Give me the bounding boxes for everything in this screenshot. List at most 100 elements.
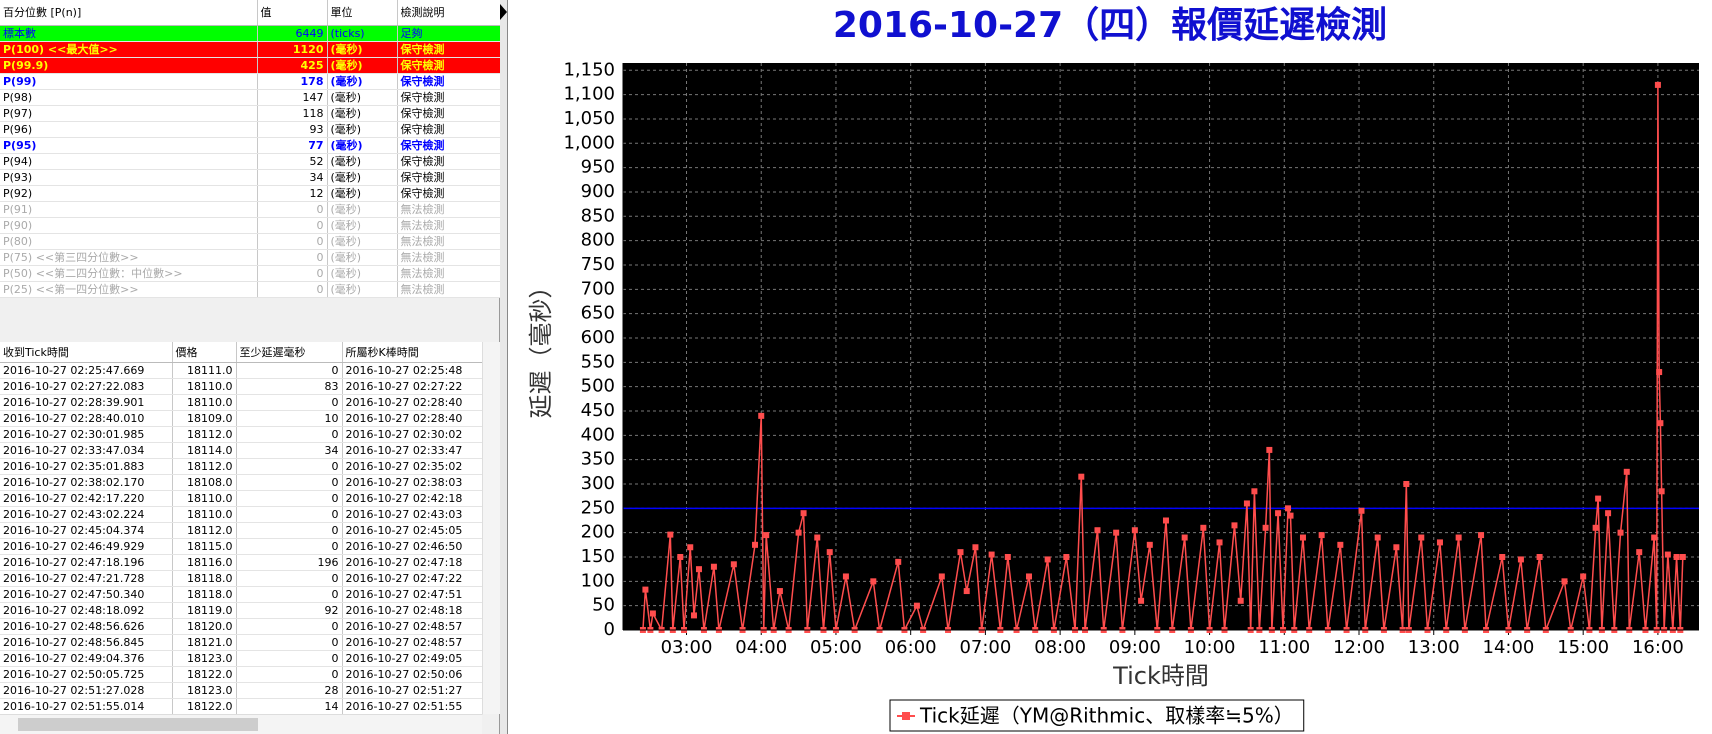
table-row: 2016-10-27 02:48:56.626 18120.0 0 2016-10-2…: [0, 618, 483, 635]
table-cell: 2016-10-27 02:28:40: [342, 410, 483, 427]
data-point: [1405, 627, 1412, 633]
data-point: [1658, 488, 1665, 495]
y-tick-label: 700: [581, 278, 615, 299]
legend: Tick延遲（YM@Rithmic、取樣率≒5%）: [889, 699, 1305, 732]
data-point: [1063, 553, 1070, 560]
data-point: [870, 578, 877, 585]
data-point: [1656, 369, 1663, 376]
table-cell: 6449: [257, 25, 328, 42]
data-point: [1617, 529, 1624, 536]
table-cell: 18119.0: [172, 602, 237, 619]
table-row: P(91) 0 (毫秒) 無法檢測: [0, 201, 501, 218]
chart-title: 2016-10-27（四）報價延遲檢測: [833, 4, 1387, 46]
splitter[interactable]: [500, 0, 508, 734]
data-point: [1113, 529, 1120, 536]
table-cell: 2016-10-27 02:38:02.170: [0, 474, 173, 491]
table-cell: 2016-10-27 02:25:47.669: [0, 362, 173, 379]
table-cell: 2016-10-27 02:30:01.985: [0, 426, 173, 443]
y-tick-label: 500: [581, 376, 615, 397]
table-cell: (ticks): [327, 25, 398, 42]
data-point: [1677, 627, 1684, 633]
table-cell: 0: [257, 249, 328, 266]
table-cell: 標本數: [0, 25, 258, 42]
x-axis-title: Tick時間: [1112, 662, 1209, 690]
table-cell: P(98): [0, 89, 258, 106]
data-point: [1181, 534, 1188, 541]
table-cell: 425: [257, 57, 328, 74]
data-point: [1119, 627, 1126, 633]
table-cell: 0: [236, 506, 343, 523]
table-cell: 0: [236, 458, 343, 475]
table-row: 2016-10-27 02:30:01.985 18112.0 0 2016-10-2…: [0, 426, 483, 443]
vertical-scrollbar[interactable]: [482, 342, 500, 714]
data-point: [760, 627, 767, 633]
table-cell: P(94): [0, 153, 258, 170]
data-point: [1524, 627, 1531, 633]
table-cell: 2016-10-27 02:28:40.010: [0, 410, 173, 427]
table-cell: (毫秒): [327, 89, 398, 106]
data-point: [1362, 627, 1369, 633]
table-cell: 保守檢測: [397, 73, 501, 90]
data-point: [1032, 627, 1039, 633]
data-point: [700, 627, 707, 633]
table-cell: P(91): [0, 201, 258, 218]
table-row: 2016-10-27 02:42:17.220 18110.0 0 2016-10-2…: [0, 490, 483, 507]
table-cell: 2016-10-27 02:46:50: [342, 538, 483, 555]
x-tick-label: 14:00: [1483, 637, 1535, 658]
table-cell: 2016-10-27 02:47:18: [342, 554, 483, 571]
data-point: [1461, 627, 1468, 633]
table-cell: (毫秒): [327, 233, 398, 250]
data-point: [1291, 627, 1298, 633]
y-tick-label: 1,000: [563, 132, 615, 153]
table-cell: 2016-10-27 02:43:02.224: [0, 506, 173, 523]
scroll-thumb[interactable]: [18, 718, 258, 731]
y-tick-label: 450: [581, 400, 615, 421]
y-tick-label: 1,100: [563, 84, 615, 105]
table-cell: (毫秒): [327, 217, 398, 234]
data-point: [795, 529, 802, 536]
table-cell: 2016-10-27 02:51:55: [342, 698, 483, 715]
data-point: [1536, 553, 1543, 560]
table-cell: 2016-10-27 02:51:27: [342, 682, 483, 699]
y-axis-title: 延遲（毫秒）: [527, 275, 555, 419]
data-point: [1664, 551, 1671, 558]
table-row: 2016-10-27 02:27:22.083 18110.0 83 2016-10-…: [0, 378, 483, 395]
data-point: [1050, 627, 1057, 633]
table-row: 2016-10-27 02:47:18.196 18116.0 196 2016-10…: [0, 554, 483, 571]
table-cell: 2016-10-27 02:25:48: [342, 362, 483, 379]
data-point: [1595, 495, 1602, 502]
table-cell: 18115.0: [172, 538, 237, 555]
table-cell: 1120: [257, 41, 328, 58]
data-point: [1499, 553, 1506, 560]
table-cell: 2016-10-27 02:45:04.374: [0, 522, 173, 539]
y-tick-label: 250: [581, 497, 615, 518]
data-point: [814, 534, 821, 541]
data-point: [1146, 541, 1153, 548]
table-row: 2016-10-27 02:43:02.224 18110.0 0 2016-10-2…: [0, 506, 483, 523]
table-cell: 2016-10-27 02:48:56.845: [0, 634, 173, 651]
table-cell: 18111.0: [172, 362, 237, 379]
data-point: [1138, 597, 1145, 604]
horizontal-scrollbar[interactable]: [0, 714, 482, 734]
table-row: P(92) 12 (毫秒) 保守檢測: [0, 185, 501, 202]
table-cell: 無法檢測: [397, 233, 501, 250]
table-cell: 2016-10-27 02:35:01.883: [0, 458, 173, 475]
plot-area: [623, 63, 1699, 630]
x-tick-label: 13:00: [1408, 637, 1460, 658]
data-point: [1673, 553, 1680, 560]
x-tick-label: 07:00: [959, 637, 1011, 658]
data-point: [1436, 539, 1443, 546]
table-cell: 93: [257, 121, 328, 138]
table-cell: 2016-10-27 02:47:21.728: [0, 570, 173, 587]
data-point: [978, 627, 985, 633]
left-panel: 百分位數 [P(n)] 值單位 檢測說明 標本數 6449 (ticks) 足夠 P(100)…: [0, 0, 501, 734]
splitter-arrow: [500, 4, 507, 20]
table-cell: 18110.0: [172, 378, 237, 395]
data-point: [1567, 627, 1574, 633]
table-cell: 2016-10-27 02:33:47.034: [0, 442, 173, 459]
y-tick-label: 750: [581, 254, 615, 275]
data-point: [997, 627, 1004, 633]
table-cell: 無法檢測: [397, 201, 501, 218]
table-cell: 2016-10-27 02:42:17.220: [0, 490, 173, 507]
table-cell: 0: [236, 490, 343, 507]
